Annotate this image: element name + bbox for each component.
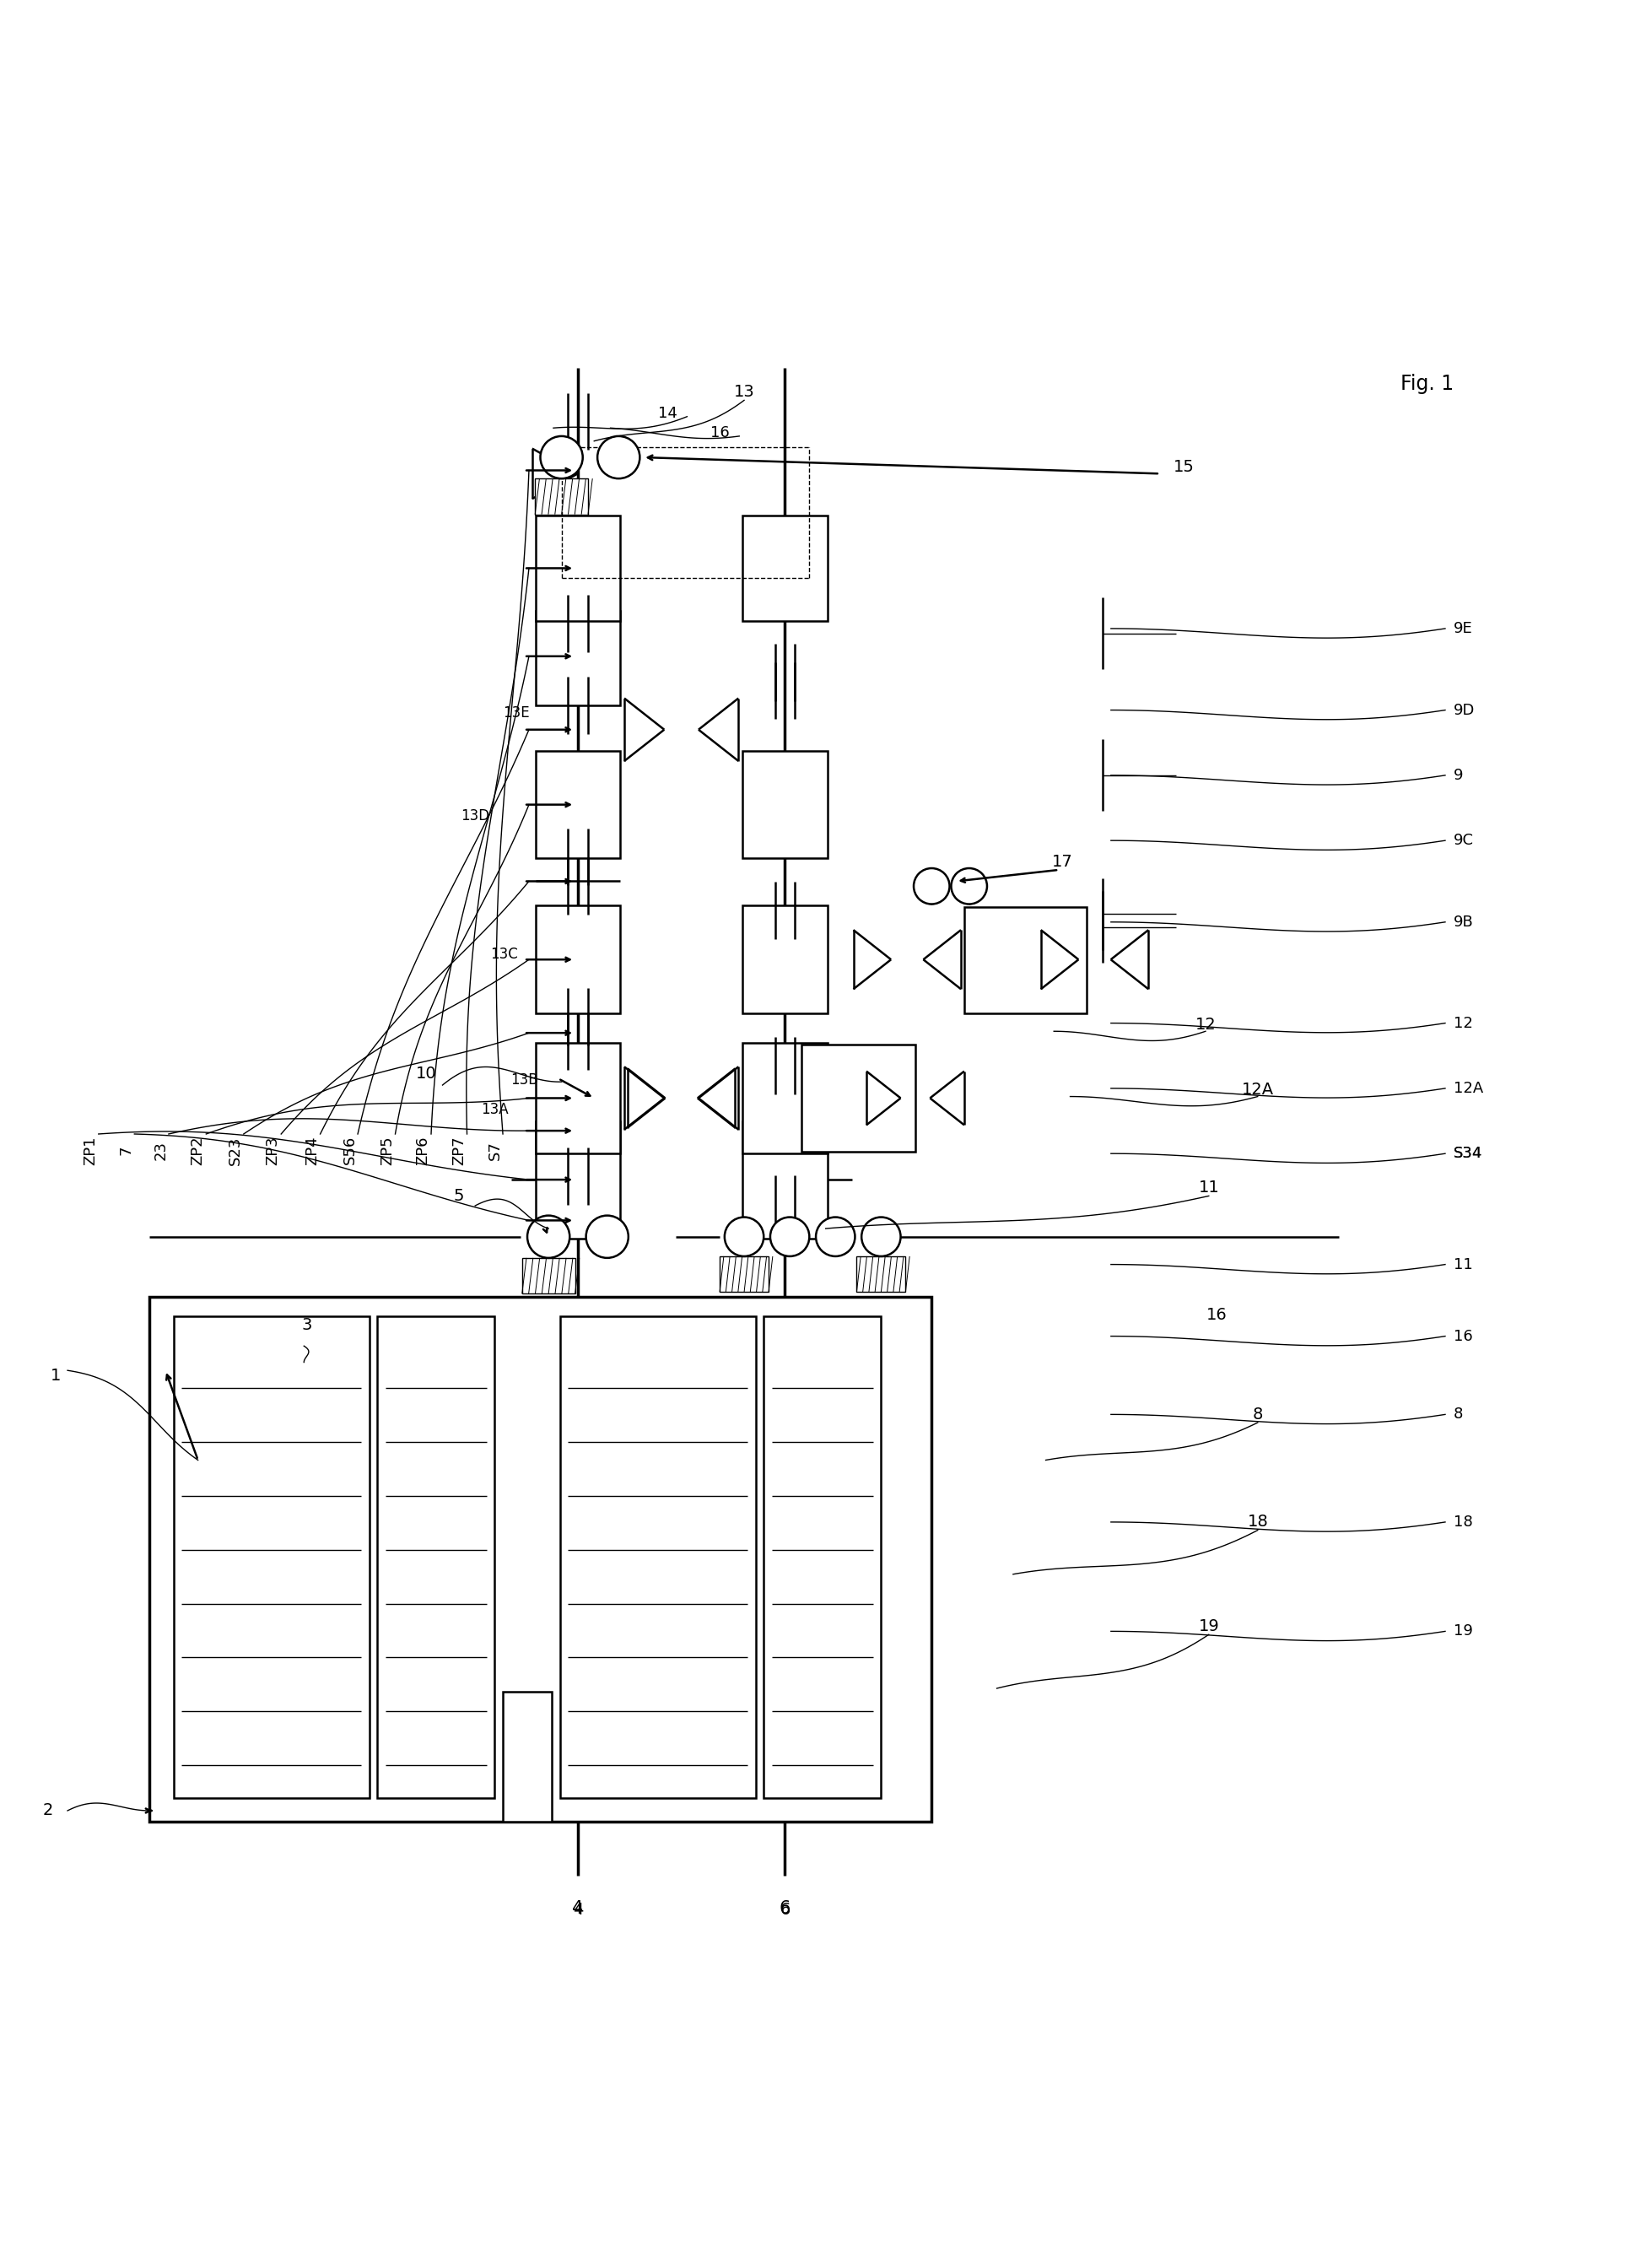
Text: 18: 18 xyxy=(1454,1515,1473,1529)
Text: 4: 4 xyxy=(572,1901,584,1916)
Bar xyxy=(742,1043,827,1154)
Circle shape xyxy=(724,1218,764,1256)
Circle shape xyxy=(585,1216,628,1259)
Text: 9C: 9C xyxy=(1454,832,1473,848)
Text: 8: 8 xyxy=(1454,1406,1463,1422)
Text: 12A: 12A xyxy=(1241,1082,1274,1098)
Bar xyxy=(742,1120,827,1238)
Text: 16: 16 xyxy=(1207,1306,1228,1322)
Text: 17: 17 xyxy=(1051,853,1073,869)
Bar xyxy=(535,751,620,860)
Text: 19: 19 xyxy=(1454,1624,1473,1640)
Text: 9B: 9B xyxy=(1454,914,1473,930)
Text: 12: 12 xyxy=(1454,1016,1473,1030)
Circle shape xyxy=(770,1218,809,1256)
Text: ZP5: ZP5 xyxy=(379,1136,394,1166)
Text: 13: 13 xyxy=(734,383,755,399)
Circle shape xyxy=(540,435,582,479)
Bar xyxy=(801,1043,916,1152)
Circle shape xyxy=(597,435,639,479)
Text: 9: 9 xyxy=(1454,767,1463,782)
Text: 12: 12 xyxy=(1195,1016,1216,1032)
Text: 4: 4 xyxy=(572,1903,584,1919)
Text: 13A: 13A xyxy=(481,1102,508,1118)
Text: 6: 6 xyxy=(780,1901,791,1916)
Text: 23: 23 xyxy=(154,1141,168,1159)
Bar xyxy=(378,1318,495,1799)
Text: 3: 3 xyxy=(302,1318,312,1334)
Bar xyxy=(173,1318,370,1799)
Bar xyxy=(857,1256,906,1293)
Text: 11: 11 xyxy=(1454,1256,1473,1272)
Text: 13B: 13B xyxy=(510,1073,538,1089)
Text: 15: 15 xyxy=(1174,458,1195,474)
Text: S56: S56 xyxy=(342,1136,356,1166)
Text: ZP7: ZP7 xyxy=(451,1136,466,1166)
Text: 16: 16 xyxy=(1454,1329,1473,1343)
Text: 13C: 13C xyxy=(490,948,518,962)
Bar xyxy=(504,1692,551,1821)
Circle shape xyxy=(528,1216,569,1259)
Text: S23: S23 xyxy=(227,1136,244,1166)
Text: S7: S7 xyxy=(487,1141,502,1159)
Text: 18: 18 xyxy=(1248,1515,1269,1531)
Text: Fig. 1: Fig. 1 xyxy=(1400,374,1454,395)
Text: ZP3: ZP3 xyxy=(265,1136,281,1166)
Text: 9E: 9E xyxy=(1454,621,1473,635)
Circle shape xyxy=(816,1218,855,1256)
Bar xyxy=(535,905,620,1014)
Text: 8: 8 xyxy=(1252,1406,1262,1422)
Text: ZP6: ZP6 xyxy=(415,1136,430,1166)
Circle shape xyxy=(862,1218,901,1256)
Text: 7: 7 xyxy=(119,1145,134,1154)
Bar xyxy=(149,1297,932,1821)
Bar xyxy=(535,1043,620,1154)
Text: 13E: 13E xyxy=(502,705,530,721)
Text: 16: 16 xyxy=(710,426,729,440)
Text: 5: 5 xyxy=(453,1188,464,1204)
Bar xyxy=(535,479,589,515)
Bar xyxy=(535,610,620,705)
Text: 9D: 9D xyxy=(1454,703,1475,717)
Circle shape xyxy=(952,869,988,905)
Text: 6: 6 xyxy=(780,1903,790,1919)
Bar xyxy=(742,515,827,621)
Text: S34: S34 xyxy=(1454,1145,1483,1161)
Bar xyxy=(764,1318,881,1799)
Bar xyxy=(742,751,827,860)
Bar xyxy=(559,1318,755,1799)
Bar xyxy=(742,905,827,1014)
Text: ZP1: ZP1 xyxy=(83,1136,98,1166)
Circle shape xyxy=(914,869,950,905)
Text: S34: S34 xyxy=(1454,1145,1483,1161)
Text: 14: 14 xyxy=(657,406,677,422)
Text: ZP4: ZP4 xyxy=(304,1136,320,1166)
Text: 19: 19 xyxy=(1198,1619,1220,1635)
Text: 10: 10 xyxy=(415,1066,437,1082)
Bar xyxy=(535,515,620,621)
Text: 2: 2 xyxy=(43,1803,54,1819)
Bar xyxy=(522,1259,576,1293)
Bar xyxy=(535,1120,620,1238)
Text: ZP2: ZP2 xyxy=(190,1136,206,1166)
Text: 11: 11 xyxy=(1198,1179,1220,1195)
Text: 12A: 12A xyxy=(1454,1082,1483,1095)
Text: 13D: 13D xyxy=(461,807,489,823)
Bar xyxy=(719,1256,768,1293)
Bar xyxy=(965,907,1087,1014)
Text: 1: 1 xyxy=(51,1368,62,1383)
